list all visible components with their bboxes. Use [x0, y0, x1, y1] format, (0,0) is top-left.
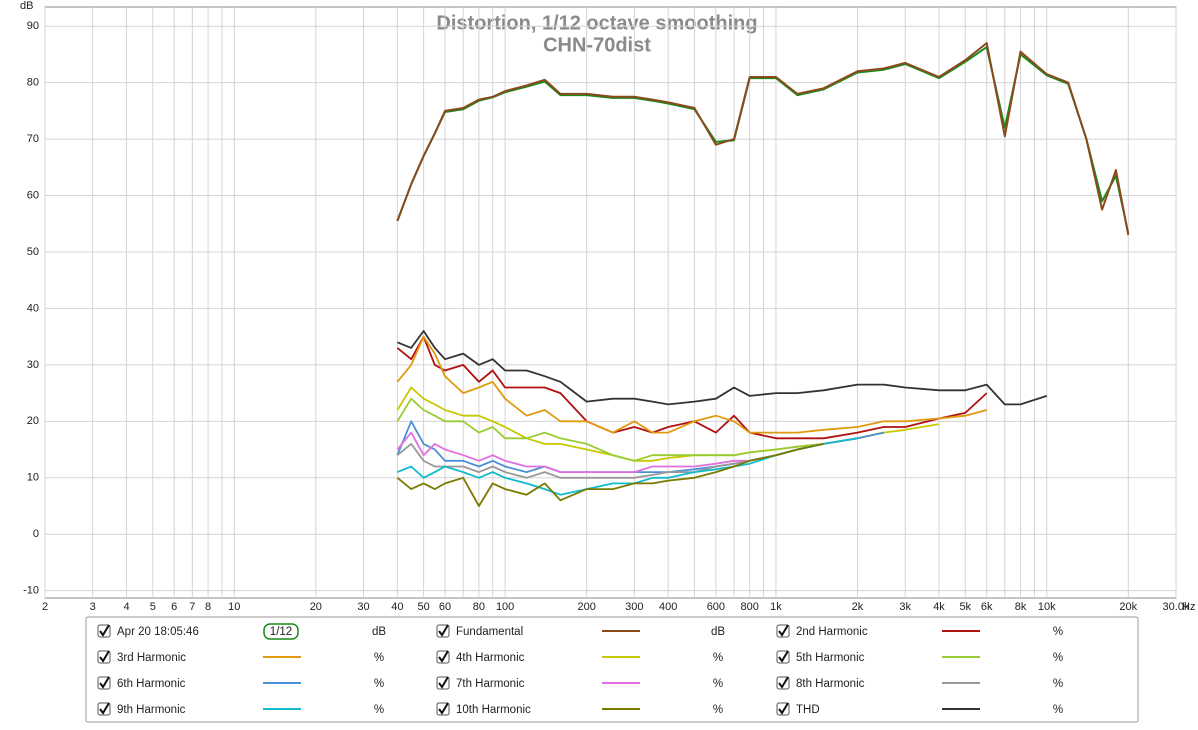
legend-checkmark: [99, 676, 110, 689]
legend-name: 4th Harmonic: [456, 652, 525, 664]
x-tick-label: 1k: [770, 601, 782, 613]
y-tick-label: 30: [27, 359, 39, 371]
legend-name: 2nd Harmonic: [796, 626, 868, 638]
x-tick-label: 2k: [852, 601, 864, 613]
y-tick-label: 10: [27, 472, 39, 484]
x-tick-label: 8: [205, 601, 211, 613]
legend-name: 10th Harmonic: [456, 704, 531, 716]
x-tick-label: 400: [659, 601, 677, 613]
series-line: [396, 42, 1130, 236]
y-tick-label: 40: [27, 302, 39, 314]
x-tick-label: 3k: [899, 601, 911, 613]
y-tick-label: 80: [27, 77, 39, 89]
x-tick-label: 200: [577, 601, 595, 613]
y-tick-label: -10: [23, 585, 39, 597]
x-tick-label: 5: [150, 601, 156, 613]
smoothing-label: 1/12: [270, 626, 292, 638]
legend-unit: %: [713, 678, 723, 690]
legend-unit: dB: [372, 626, 386, 638]
legend-unit: %: [713, 652, 723, 664]
legend-unit: %: [1053, 652, 1063, 664]
legend-name: Apr 20 18:05:46: [117, 626, 199, 638]
x-tick-label: 40: [391, 601, 403, 613]
legend-name: 8th Harmonic: [796, 678, 865, 690]
x-tick-label: 20: [310, 601, 322, 613]
legend-checkmark: [99, 624, 110, 637]
x-tick-label: 6k: [981, 601, 993, 613]
legend-unit: %: [1053, 704, 1063, 716]
x-tick-label: 4: [123, 601, 129, 613]
legend-checkmark: [438, 676, 449, 689]
x-tick-label: 3: [90, 601, 96, 613]
legend-name: 9th Harmonic: [117, 704, 186, 716]
x-tick-label: 6: [171, 601, 177, 613]
legend-checkmark: [438, 650, 449, 663]
legend-name: THD: [796, 704, 820, 716]
x-axis-label: Hz: [1182, 601, 1195, 613]
legend-unit: %: [713, 704, 723, 716]
y-axis-label: dB: [20, 0, 33, 12]
legend-panel: [85, 616, 1139, 723]
chart-title: Distortion, 1/12 octave smoothing: [436, 12, 757, 34]
x-tick-label: 5k: [959, 601, 971, 613]
legend-checkmark: [438, 702, 449, 715]
legend-name: 5th Harmonic: [796, 652, 865, 664]
legend-checkmark: [438, 624, 449, 637]
y-tick-label: 60: [27, 189, 39, 201]
legend-unit: %: [1053, 678, 1063, 690]
legend-unit: %: [374, 652, 384, 664]
legend-name: Fundamental: [456, 626, 523, 638]
series-line: [396, 443, 824, 507]
chart-subtitle: CHN-70dist: [543, 34, 651, 56]
y-tick-label: 50: [27, 246, 39, 258]
y-tick-label: 70: [27, 133, 39, 145]
series-line: [396, 335, 987, 434]
x-tick-label: 300: [625, 601, 643, 613]
x-tick-label: 30: [357, 601, 369, 613]
x-tick-label: 800: [741, 601, 759, 613]
series-line: [396, 397, 884, 462]
legend-checkmark: [778, 702, 789, 715]
legend-unit: dB: [711, 626, 725, 638]
legend-checkmark: [778, 650, 789, 663]
legend-unit: %: [374, 678, 384, 690]
legend-name: 7th Harmonic: [456, 678, 525, 690]
x-tick-label: 80: [473, 601, 485, 613]
x-tick-label: 10: [228, 601, 240, 613]
x-tick-label: 2: [42, 601, 48, 613]
x-tick-label: 30.0k: [1163, 601, 1190, 613]
y-tick-label: 0: [33, 528, 39, 540]
plot-area: [44, 7, 1177, 598]
x-tick-label: 100: [496, 601, 514, 613]
legend-checkmark: [99, 702, 110, 715]
y-tick-label: 20: [27, 415, 39, 427]
legend-checkmark: [99, 650, 110, 663]
x-tick-label: 4k: [933, 601, 945, 613]
x-tick-label: 8k: [1015, 601, 1027, 613]
x-tick-label: 60: [439, 601, 451, 613]
x-tick-label: 50: [417, 601, 429, 613]
legend-name: 3rd Harmonic: [117, 652, 186, 664]
x-tick-label: 600: [707, 601, 725, 613]
series-line: [396, 335, 988, 440]
legend-name: 6th Harmonic: [117, 678, 186, 690]
smoothing-badge[interactable]: [263, 623, 299, 640]
legend-unit: %: [1053, 626, 1063, 638]
legend-checkmark: [778, 676, 789, 689]
x-tick-label: 7: [189, 601, 195, 613]
legend-unit: %: [374, 704, 384, 716]
legend-checkmark: [778, 624, 789, 637]
series-line: [397, 330, 1048, 406]
y-tick-label: 90: [27, 20, 39, 32]
x-tick-label: 20k: [1119, 601, 1137, 613]
x-tick-label: 10k: [1038, 601, 1056, 613]
